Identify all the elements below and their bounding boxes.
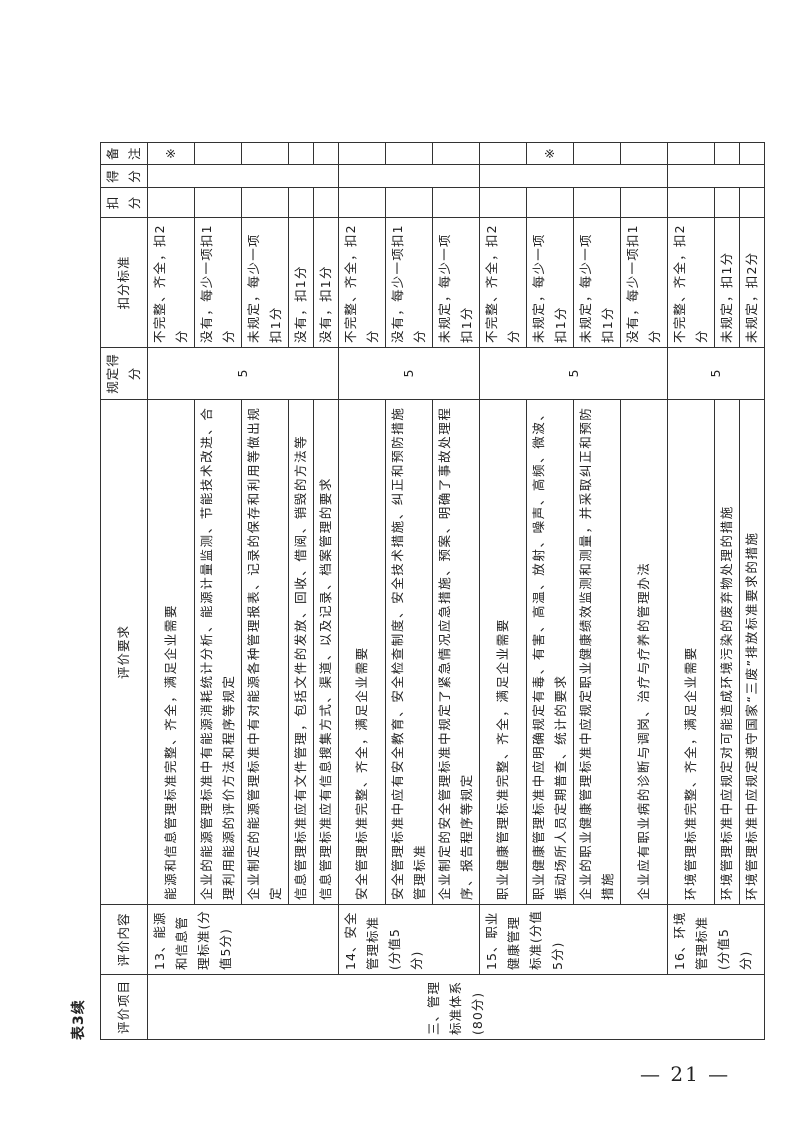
deduction-standard: 没有，扣1分: [288, 217, 314, 348]
obtained-score-cell: [667, 164, 765, 188]
deduction-standard: 未规定，扣1分: [714, 217, 740, 348]
deduction-standard: 不完整、齐全，扣2分: [479, 217, 527, 348]
deduction-standard: 未规定，每少一项扣1分: [432, 217, 480, 348]
evaluation-requirement: 能源和信息管理标准完整、齐全，满足企业需要: [147, 399, 195, 905]
obtained-score-cell: [338, 164, 480, 188]
deduction-standard: 没有，每少一项扣1分: [620, 217, 668, 348]
table-caption: 表3续: [71, 999, 87, 1040]
evaluation-content: 15、职业健康管理标准(分值5分): [479, 904, 668, 975]
deducted-points-cell: [573, 187, 621, 218]
column-header: 扣分标准: [100, 217, 148, 348]
evaluation-content: 16、环境管理标准(分值5分): [667, 904, 765, 975]
deducted-points-cell: [288, 187, 314, 218]
specified-score: 5: [667, 347, 765, 400]
table-row: 15、职业健康管理标准(分值5分) 职业健康管理标准完整、齐全，满足企业需要 5 不完…: [479, 142, 668, 1040]
evaluation-requirement: 企业制定的能源管理标准中有对能源各种管理报表、记录的保存和利用等做出规定: [241, 399, 289, 905]
deduction-standard: 未规定，每少一项扣1分: [241, 217, 289, 348]
page-number: — 21 —: [640, 1062, 731, 1086]
evaluation-requirement: 环境管理标准中应规定遵守国家“三废”排放标准要求的措施: [739, 399, 765, 905]
deduction-standard: 不完整、齐全，扣2分: [667, 217, 715, 348]
rotated-table-container: 评价项目 评价内容 评价要求 规定得分 扣分标准 扣分 得分 备注 三、管理标准体系(80分)…: [100, 142, 765, 1040]
remark-cell: [573, 142, 621, 165]
evaluation-requirement: 企业的职业健康管理标准中应规定职业健康绩效监测和测量，并采取纠正和预防措施: [573, 399, 621, 905]
evaluation-requirement: 信息管理标准应有文件管理，包括文件的发放、回收、借阅、销毁的方法等: [288, 399, 314, 905]
evaluation-requirement: 企业的能源管理标准中有能源消耗统计分析、能源计量监测、节能技术改进、合理利用能源…: [194, 399, 242, 905]
column-header: 扣分: [100, 187, 148, 218]
remark-cell: [620, 142, 668, 165]
deducted-points-cell: [526, 187, 574, 218]
evaluation-requirement: 信息管理标准应有信息搜集方式、渠道、以及记录、档案管理的要求: [313, 399, 339, 905]
deduction-standard: 没有，每少一项扣1分: [194, 217, 242, 348]
deduction-standard: 未规定，每少一项扣1分: [526, 217, 574, 348]
evaluation-requirement: 环境管理标准完整、齐全，满足企业需要: [667, 399, 715, 905]
deducted-points-cell: [739, 187, 765, 218]
deducted-points-cell: [667, 187, 715, 218]
remark-cell: [667, 142, 715, 165]
deduction-standard: 不完整、齐全，扣2分: [338, 217, 386, 348]
deduction-standard: 未规定，扣2分: [739, 217, 765, 348]
table-row: 三、管理标准体系(80分) 13、能源和信息管理标准(分值5分) 能源和信息管理标准…: [147, 142, 765, 1040]
evaluation-table: 评价项目 评价内容 评价要求 规定得分 扣分标准 扣分 得分 备注 三、管理标准体系(80分)…: [100, 142, 765, 1040]
column-header: 规定得分: [100, 347, 148, 400]
deducted-points-cell: [194, 187, 242, 218]
column-header: 备注: [100, 142, 148, 165]
remark-cell: [194, 142, 242, 165]
evaluation-requirement: 职业健康管理标准中应明确规定有毒、有害、高温、放射、噪声、高频、微波、振动场所人…: [526, 399, 574, 905]
deducted-points-cell: [338, 187, 386, 218]
specified-score: 5: [479, 347, 668, 400]
remark-cell: [432, 142, 480, 165]
deduction-standard: 没有，扣1分: [313, 217, 339, 348]
column-header: 评价要求: [100, 399, 148, 905]
deduction-standard: 不完整、齐全，扣2分: [147, 217, 195, 348]
remark-cell: [739, 142, 765, 165]
remark-cell: [479, 142, 527, 165]
deducted-points-cell: [241, 187, 289, 218]
deducted-points-cell: [147, 187, 195, 218]
remark-cell: ※: [526, 142, 574, 165]
deducted-points-cell: [313, 187, 339, 218]
remark-cell: [313, 142, 339, 165]
obtained-score-cell: [479, 164, 668, 188]
deducted-points-cell: [385, 187, 433, 218]
deduction-standard: 未规定，每少一项扣1分: [573, 217, 621, 348]
column-header: 评价内容: [100, 904, 148, 975]
deducted-points-cell: [432, 187, 480, 218]
evaluation-requirement: 环境管理标准中应规定对可能造成环境污染的废弃物处理的措施: [714, 399, 740, 905]
table-row: 16、环境管理标准(分值5分) 环境管理标准完整、齐全，满足企业需要 5 不完整、齐全…: [667, 142, 765, 1040]
evaluation-requirement: 安全管理标准完整、齐全，满足企业需要: [338, 399, 386, 905]
evaluation-requirement: 企业制定的安全管理标准中规定了紧急情况应急措施、预案、明确了事故处理程序、报告程…: [432, 399, 480, 905]
remark-cell: [338, 142, 386, 165]
obtained-score-cell: [147, 164, 339, 188]
evaluation-content: 14、安全管理标准(分值5分): [338, 904, 480, 975]
evaluation-requirement: 职业健康管理标准完整、齐全，满足企业需要: [479, 399, 527, 905]
column-header: 评价项目: [100, 974, 148, 1040]
table-row: 14、安全管理标准(分值5分) 安全管理标准完整、齐全，满足企业需要 5 不完整、齐全…: [338, 142, 480, 1040]
remark-cell: [385, 142, 433, 165]
deducted-points-cell: [479, 187, 527, 218]
evaluation-content: 13、能源和信息管理标准(分值5分): [147, 904, 339, 975]
specified-score: 5: [147, 347, 339, 400]
remark-cell: [714, 142, 740, 165]
column-header: 得分: [100, 164, 148, 188]
remark-cell: ※: [147, 142, 195, 165]
evaluation-requirement: 安全管理标准中应有安全教育、安全检查制度、安全技术措施、纠正和预防措施管理标准: [385, 399, 433, 905]
remark-cell: [241, 142, 289, 165]
specified-score: 5: [338, 347, 480, 400]
deducted-points-cell: [620, 187, 668, 218]
deducted-points-cell: [714, 187, 740, 218]
evaluation-requirement: 企业应有职业病的诊断与调岗、治疗与疗养的管理办法: [620, 399, 668, 905]
deduction-standard: 没有，每少一项扣1分: [385, 217, 433, 348]
evaluation-project: 三、管理标准体系(80分): [147, 974, 765, 1040]
header-row: 评价项目 评价内容 评价要求 规定得分 扣分标准 扣分 得分 备注: [100, 142, 148, 1040]
remark-cell: [288, 142, 314, 165]
